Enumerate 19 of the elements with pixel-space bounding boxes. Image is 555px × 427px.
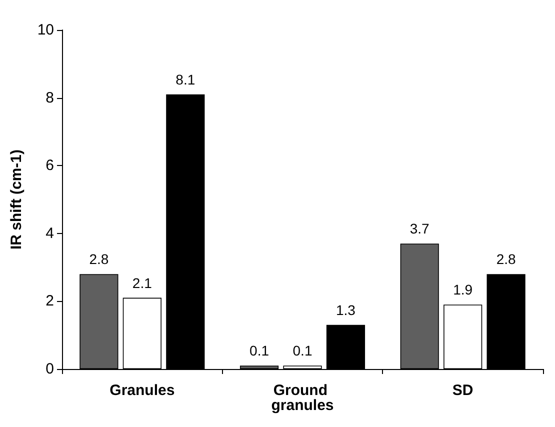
data-label: 1.3 [336,302,356,318]
data-label: 2.8 [89,251,109,268]
data-label: 8.1 [176,71,196,88]
y-tick-label: 2 [46,292,54,310]
data-label: 2.1 [132,274,152,291]
y-tick-label: 6 [46,157,54,174]
data-label: 1.9 [453,282,473,298]
y-tick-label: 8 [46,89,54,106]
x-tick-label: Ground granules [271,382,334,414]
x-tick-label: SD [452,382,474,399]
data-label: 3.7 [410,220,430,237]
data-label: 0.1 [292,342,312,359]
data-label: 0.1 [250,342,270,359]
y-tick-label: 10 [37,22,54,38]
x-tick-label: Granules [110,382,175,399]
y-tick-label: 0 [46,360,54,378]
y-tick-label: 4 [46,224,54,242]
y-axis-title: IR shift (cm-1) [8,149,25,250]
data-label: 2.8 [496,251,516,268]
